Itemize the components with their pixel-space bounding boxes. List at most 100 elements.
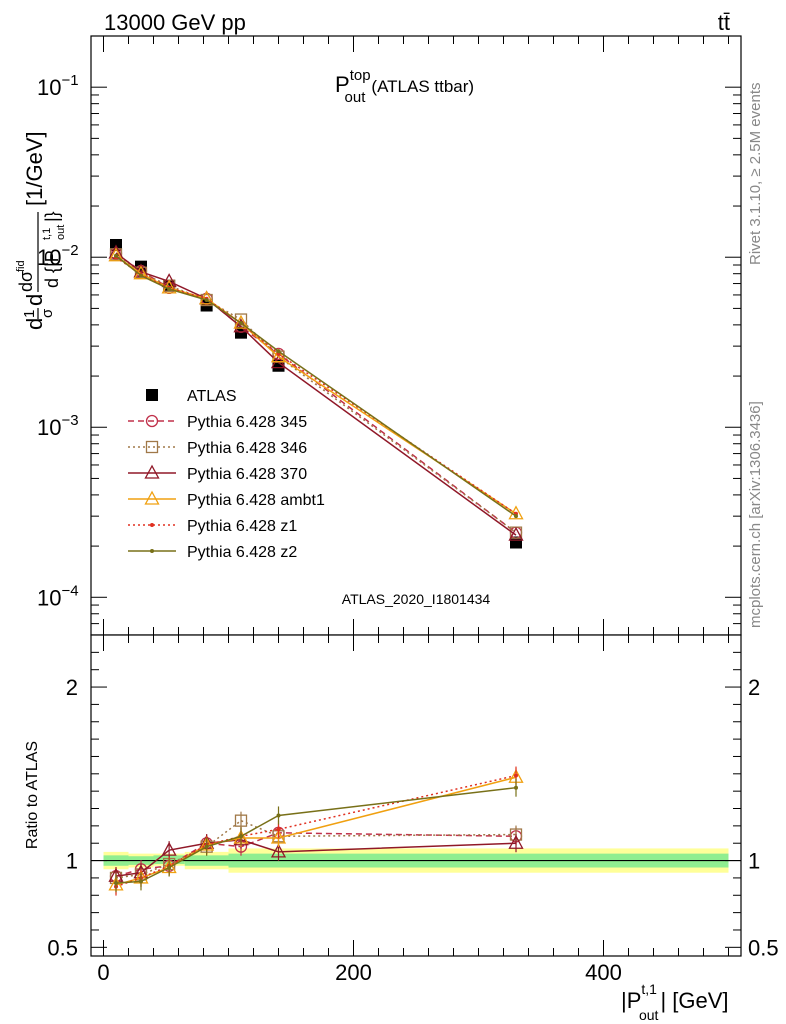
ratio-pythia-6-428-z2-point (239, 834, 243, 839)
pythia-6-428-346-point (200, 293, 213, 307)
main-plot-area (91, 36, 741, 635)
svg-text:|}: |} (42, 211, 62, 222)
legend-atlas-label: ATLAS (187, 388, 237, 405)
legend-item-pythia-6-428-370: Pythia 6.428 370 (128, 464, 307, 483)
main-series-layer (108, 238, 524, 549)
legend-pythia-6-428-346-label: Pythia 6.428 346 (187, 440, 307, 457)
pythia-6-428-z2-point (239, 321, 243, 326)
legend-pythia-6-428-345-label: Pythia 6.428 345 (187, 414, 307, 431)
svg-text:fid: fid (15, 260, 27, 272)
ratio-pythia-6-428-z2-point (139, 879, 143, 884)
legend-pythia-6-428-346-point (145, 440, 159, 454)
xlabel-main: |P (621, 988, 641, 1013)
series-pythia-6-428-z2 (114, 253, 518, 519)
pythia-6-428-ambt1-point (233, 314, 249, 329)
title-sub: out (345, 89, 367, 106)
pythia-6-428-370-point (508, 526, 524, 541)
ratio-series-layer (108, 766, 524, 896)
pythia-6-428-ambt1-point (108, 247, 124, 262)
ratio-pythia-6-428-z1-point (514, 773, 518, 778)
ratio-panel-axes: 0.5 0.5 1 1 2 2 0 200 400 (47, 634, 779, 985)
rivet-side-label: Rivet 3.1.10, ≥ 2.5M events (747, 83, 764, 266)
x-axis-label: |Pt,1 out| [GeV] (621, 981, 729, 1023)
legend-pythia-6-428-ambt1-label: Pythia 6.428 ambt1 (187, 492, 325, 509)
legend-pythia-6-428-z2-point (150, 549, 154, 553)
pythia-6-428-z2-point (514, 514, 518, 519)
watermark: ATLAS_2020_I1801434 (342, 591, 491, 607)
ratio-pythia-6-428-370-point (508, 834, 524, 849)
xlabel-suffix: | [GeV] (660, 988, 728, 1013)
ratio-y-tick-label-right: 2 (748, 675, 760, 700)
legend-pythia-6-428-370-label: Pythia 6.428 370 (187, 466, 307, 483)
main-title: Ptop out(ATLAS ttbar) (335, 67, 474, 106)
main-y-tick-label: 10−3 (37, 412, 79, 440)
svg-text:1: 1 (21, 310, 38, 318)
title-sup: top (350, 67, 371, 84)
ratio-y-tick-label-right: 0.5 (748, 935, 779, 960)
ratio-pythia-6-428-ambt1-point (270, 829, 287, 844)
ratio-pythia-6-428-346-point (234, 814, 248, 827)
title-suffix: (ATLAS ttbar) (371, 77, 474, 96)
main-y-axis-label: d 1 σ d dσ fid d {|P t,1 out |} [1/GeV] (15, 131, 67, 330)
main-y-tick-label: 10−1 (37, 72, 79, 100)
legend-pythia-6-428-z1-point (150, 523, 154, 527)
ratio-plot-area (91, 635, 741, 956)
svg-text:d {|P: d {|P (42, 250, 62, 288)
legend-pythia-6-428-345-point (145, 414, 159, 428)
ratio-frame (90, 634, 742, 957)
svg-text:d: d (22, 318, 47, 330)
ratio-y-tick-label: 2 (66, 675, 78, 700)
main-y-tick-label: 10−2 (37, 242, 79, 270)
header-left: 13000 GeV pp (104, 10, 246, 35)
mcplots-side-label: mcplots.cern.ch [arXiv:1306.3436] (747, 401, 764, 628)
ratio-pythia-6-428-z2-point (114, 881, 118, 886)
ratio-y-tick-label: 0.5 (47, 935, 78, 960)
pythia-6-428-z2-point (276, 349, 281, 354)
x-tick-label: 0 (97, 960, 109, 985)
ratio-pythia-6-428-z2-point (276, 813, 281, 818)
main-y-tick-label: 10−4 (37, 582, 79, 610)
title-main: P (335, 72, 350, 97)
ratio-series-pythia-6-428-z2 (114, 778, 518, 893)
legend-pythia-6-428-z2-label: Pythia 6.428 z2 (187, 544, 297, 561)
ratio-y-axis-label: Ratio to ATLAS (24, 741, 41, 849)
pythia-6-428-ambt1-point (508, 505, 524, 520)
ratio-pythia-6-428-z2-point (514, 785, 518, 790)
xlabel-sup: t,1 (641, 981, 657, 997)
legend-pythia-6-428-370-point (144, 464, 160, 479)
svg-text:t,1: t,1 (41, 228, 53, 240)
pythia-6-428-z2-point (204, 298, 209, 303)
ratio-pythia-6-428-370-point (161, 841, 177, 856)
header-right: tt̄ (718, 10, 730, 35)
pythia-6-428-z2-point (114, 253, 118, 258)
svg-text:d: d (22, 294, 47, 306)
legend-item-pythia-6-428-z2: Pythia 6.428 z2 (128, 544, 297, 561)
ratio-y-tick-label-right: 1 (748, 849, 760, 874)
ratio-pythia-6-428-z2-point (204, 844, 209, 849)
pythia-6-428-z2-point (139, 273, 143, 278)
legend-item-atlas: ATLAS (146, 388, 237, 405)
legend-atlas-point (146, 389, 158, 401)
legend-item-pythia-6-428-z1: Pythia 6.428 z1 (128, 518, 297, 535)
legend-pythia-6-428-z1-label: Pythia 6.428 z1 (187, 518, 297, 535)
svg-text:[1/GeV]: [1/GeV] (22, 131, 47, 206)
svg-text:σ: σ (39, 308, 56, 318)
legend-pythia-6-428-ambt1-point (144, 490, 160, 505)
main-panel-background (91, 36, 741, 635)
ratio-pythia-6-428-z2-point (167, 865, 172, 870)
legend: ATLAS Pythia 6.428 345 Pythia 6.428 346 Pyt… (128, 388, 325, 561)
pythia-6-428-ambt1-point (199, 290, 215, 305)
ratio-pythia-6-428-z1-point (276, 827, 281, 832)
legend-item-pythia-6-428-345: Pythia 6.428 345 (128, 414, 307, 431)
pythia-6-428-z2-point (167, 287, 172, 292)
ratio-pythia-6-428-370-point (270, 843, 287, 858)
ratio-panel-background (91, 635, 741, 956)
legend-item-pythia-6-428-346: Pythia 6.428 346 (128, 440, 307, 457)
x-tick-label: 200 (335, 960, 372, 985)
x-tick-label: 400 (585, 960, 622, 985)
ratio-y-tick-label: 1 (66, 849, 78, 874)
legend-item-pythia-6-428-ambt1: Pythia 6.428 ambt1 (128, 490, 325, 509)
